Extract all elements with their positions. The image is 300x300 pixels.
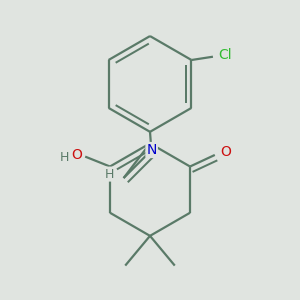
- Text: O: O: [220, 145, 231, 159]
- Text: N: N: [146, 143, 157, 157]
- Text: Cl: Cl: [219, 48, 232, 62]
- Text: O: O: [71, 148, 82, 162]
- Text: H: H: [105, 168, 114, 181]
- Text: H: H: [60, 151, 69, 164]
